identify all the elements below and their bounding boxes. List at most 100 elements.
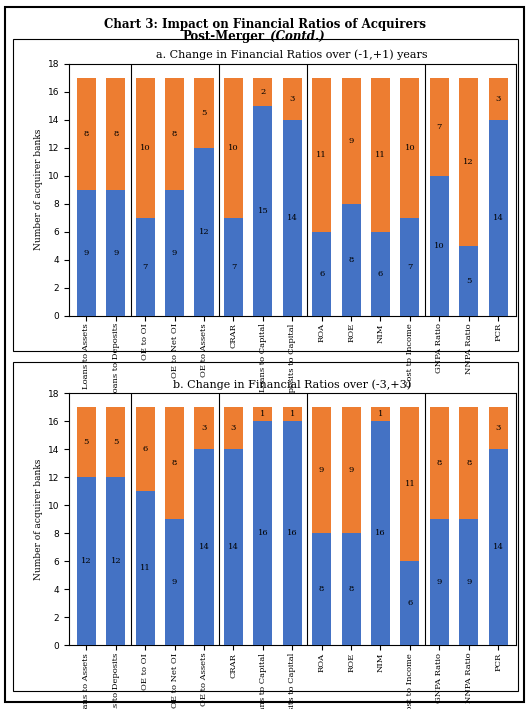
Text: 15: 15 [258,206,268,215]
Bar [195,450,214,645]
Bar [224,450,243,645]
Bar [430,408,449,519]
Text: 5: 5 [113,438,118,447]
Legend: Improved, Deteriorated: Improved, Deteriorated [215,474,370,492]
Text: 9: 9 [349,467,354,474]
Text: (Contd.): (Contd.) [266,30,325,43]
Text: Chart 3: Impact on Financial Ratios of Acquirers: Chart 3: Impact on Financial Ratios of A… [104,18,425,30]
Text: 9: 9 [319,467,324,474]
Text: 14: 14 [492,213,504,222]
Text: 8: 8 [436,459,442,467]
Text: 12: 12 [81,557,92,565]
Text: 10: 10 [434,242,445,250]
Text: 16: 16 [375,530,386,537]
Bar [165,408,184,519]
Title: a. Change in Financial Ratios over (-1,+1) years: a. Change in Financial Ratios over (-1,+… [157,50,428,60]
Bar [282,408,302,421]
Text: 14: 14 [198,543,209,552]
Bar [282,78,302,120]
Bar [165,519,184,645]
Bar [371,421,390,645]
Bar [489,78,508,120]
Title: b. Change in Financial Ratios over (-3,+3): b. Change in Financial Ratios over (-3,+… [173,379,412,390]
Bar [195,147,214,316]
Text: 11: 11 [375,151,386,159]
Text: 5: 5 [202,108,207,117]
Text: 7: 7 [436,123,442,130]
Bar [165,189,184,316]
Text: 14: 14 [287,213,298,222]
Bar [400,78,419,218]
Text: 10: 10 [228,144,239,152]
Text: 5: 5 [466,277,471,284]
Text: 7: 7 [407,262,413,271]
Text: 2: 2 [260,88,266,96]
Bar [312,533,331,645]
Bar [282,421,302,645]
Bar [489,408,508,450]
Bar [224,78,243,218]
Bar [489,120,508,316]
Bar [312,408,331,533]
Text: 6: 6 [407,599,413,607]
Bar [135,491,155,645]
Bar [135,218,155,316]
Bar [342,408,361,533]
Text: Post-Merger: Post-Merger [183,30,264,43]
Bar [77,477,96,645]
Bar [106,477,125,645]
Y-axis label: Number of acquirer banks: Number of acquirer banks [34,129,43,250]
Bar [135,78,155,218]
Text: 9: 9 [84,249,89,257]
Bar [400,408,419,562]
Text: 8: 8 [172,459,177,467]
Bar [224,408,243,450]
Bar [400,562,419,645]
Text: 3: 3 [289,95,295,103]
Text: 9: 9 [436,579,442,586]
Bar [195,408,214,450]
Bar [312,78,331,232]
Text: 9: 9 [349,137,354,145]
Text: 7: 7 [142,262,148,271]
Bar [165,78,184,189]
Text: 16: 16 [287,530,298,537]
Bar [459,519,478,645]
Text: 12: 12 [111,557,121,565]
Bar [342,203,361,316]
Text: 6: 6 [143,445,148,454]
Bar [342,533,361,645]
Text: 8: 8 [113,130,118,138]
Text: 3: 3 [202,425,207,432]
Text: 8: 8 [172,130,177,138]
Text: 14: 14 [228,543,239,552]
Text: 16: 16 [258,530,268,537]
Text: 10: 10 [140,144,151,152]
Bar [342,78,361,203]
Bar [106,78,125,189]
Text: 12: 12 [463,157,474,166]
Text: 1: 1 [378,411,383,418]
Bar [371,232,390,316]
Bar [253,421,272,645]
Text: 11: 11 [405,481,415,489]
Y-axis label: Number of acquirer banks: Number of acquirer banks [34,459,43,580]
Text: 7: 7 [231,262,236,271]
Text: 1: 1 [289,411,295,418]
Bar [459,408,478,519]
Bar [459,245,478,316]
Bar [430,176,449,316]
Text: 9: 9 [172,579,177,586]
Bar [282,120,302,316]
Bar [371,78,390,232]
Text: 3: 3 [496,425,501,432]
Bar [459,78,478,245]
Bar [489,450,508,645]
Bar [253,78,272,106]
Bar [106,189,125,316]
Text: 14: 14 [492,543,504,552]
Text: 11: 11 [140,564,151,572]
Text: 10: 10 [405,144,415,152]
Text: 8: 8 [466,459,471,467]
Text: 8: 8 [84,130,89,138]
